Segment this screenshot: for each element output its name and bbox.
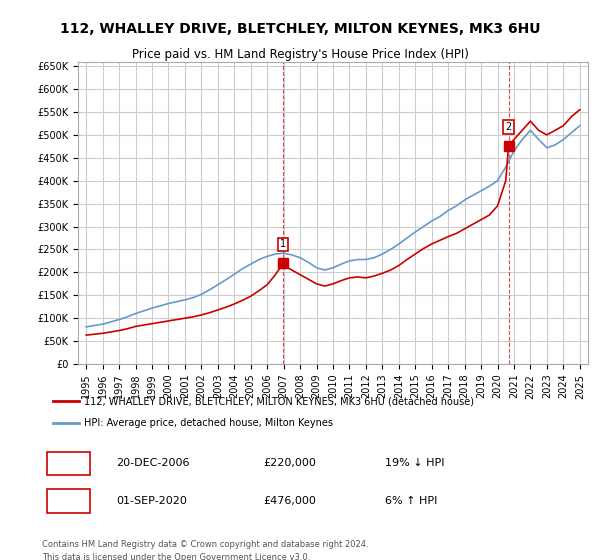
Text: HPI: Average price, detached house, Milton Keynes: HPI: Average price, detached house, Milt… bbox=[84, 418, 333, 428]
Text: £476,000: £476,000 bbox=[264, 496, 317, 506]
Text: 112, WHALLEY DRIVE, BLETCHLEY, MILTON KEYNES, MK3 6HU (detached house): 112, WHALLEY DRIVE, BLETCHLEY, MILTON KE… bbox=[84, 396, 474, 407]
Text: 2: 2 bbox=[65, 496, 72, 506]
Text: 20-DEC-2006: 20-DEC-2006 bbox=[116, 459, 190, 468]
Text: 19% ↓ HPI: 19% ↓ HPI bbox=[385, 459, 445, 468]
Text: 112, WHALLEY DRIVE, BLETCHLEY, MILTON KEYNES, MK3 6HU: 112, WHALLEY DRIVE, BLETCHLEY, MILTON KE… bbox=[60, 22, 540, 36]
Text: 01-SEP-2020: 01-SEP-2020 bbox=[116, 496, 187, 506]
Text: 2: 2 bbox=[505, 122, 512, 132]
FancyBboxPatch shape bbox=[47, 451, 89, 475]
Text: This data is licensed under the Open Government Licence v3.0.: This data is licensed under the Open Gov… bbox=[42, 553, 310, 560]
Text: 6% ↑ HPI: 6% ↑ HPI bbox=[385, 496, 437, 506]
Text: 1: 1 bbox=[65, 459, 72, 468]
Text: Contains HM Land Registry data © Crown copyright and database right 2024.: Contains HM Land Registry data © Crown c… bbox=[42, 540, 368, 549]
Text: 1: 1 bbox=[280, 240, 286, 249]
FancyBboxPatch shape bbox=[47, 489, 89, 513]
Text: Price paid vs. HM Land Registry's House Price Index (HPI): Price paid vs. HM Land Registry's House … bbox=[131, 48, 469, 60]
Text: £220,000: £220,000 bbox=[264, 459, 317, 468]
